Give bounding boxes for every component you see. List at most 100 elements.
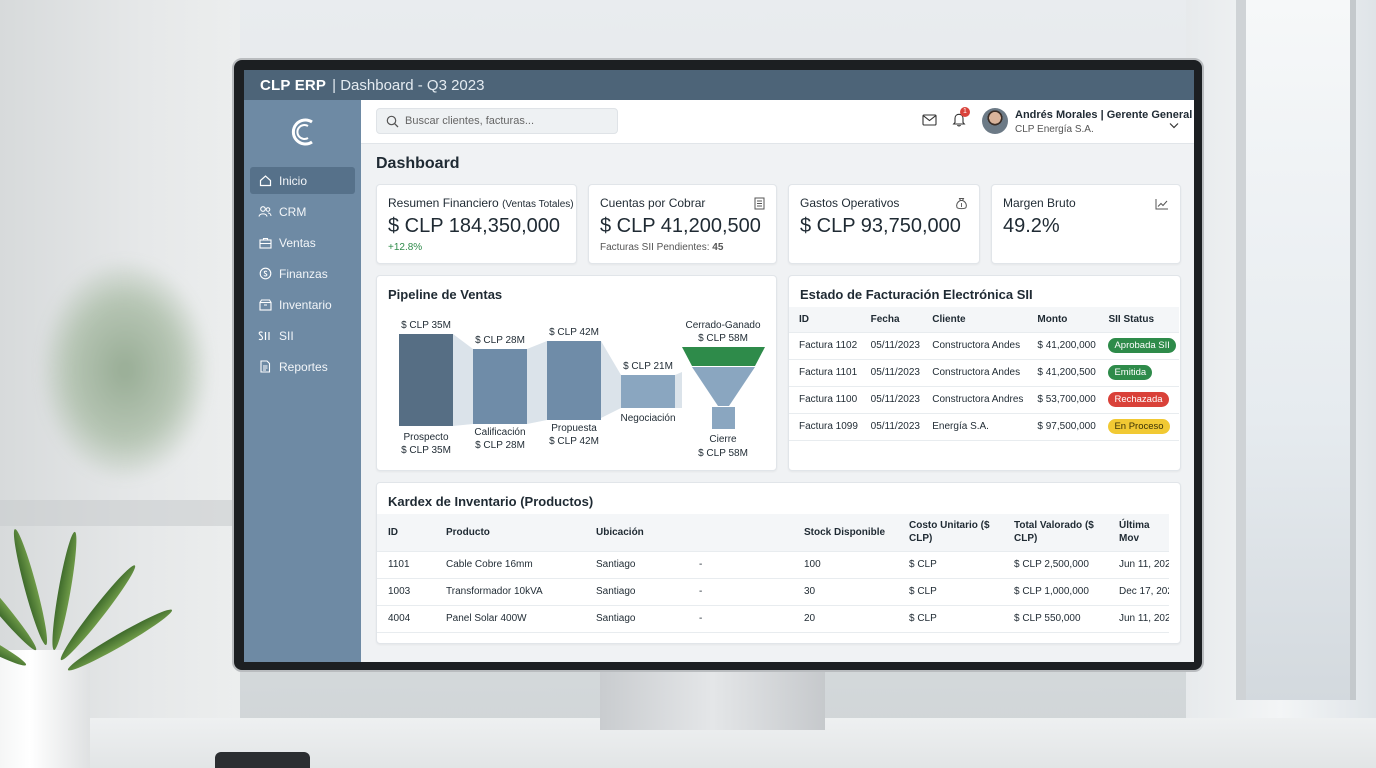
- cell-stock: 20: [793, 605, 898, 633]
- report-icon: [258, 360, 272, 374]
- sidebar-item-inicio[interactable]: Inicio: [250, 167, 355, 194]
- cell-ultima-mov: Jun 11, 202: [1108, 605, 1169, 633]
- table-row[interactable]: 4004 Panel Solar 400W Santiago - 20 $ CL…: [377, 605, 1169, 633]
- cell-total: $ CLP 550,000: [1003, 605, 1108, 633]
- sii-invoices-card: Estado de Facturación Electrónica SII ID…: [788, 275, 1181, 471]
- column-header[interactable]: Ubicación: [585, 514, 688, 552]
- cell-monto: $ 53,700,000: [1027, 386, 1099, 414]
- connector-4: [675, 372, 682, 408]
- kpi-card-cuentas-por-cobrar: Cuentas por Cobrar $ CLP 41,200,500 Fact…: [588, 184, 777, 264]
- background-window: [1236, 0, 1356, 700]
- table-row[interactable]: Factura 1102 05/11/2023 Constructora And…: [789, 332, 1179, 360]
- column-header[interactable]: SII Status: [1098, 307, 1179, 333]
- chevron-down-icon[interactable]: [1169, 116, 1179, 134]
- main-content: 1 Andrés Morales | Gerente General CLP E…: [361, 100, 1194, 662]
- stage-bar-propuesta[interactable]: [547, 341, 601, 420]
- cell-total: $ CLP 2,500,000: [1003, 551, 1108, 579]
- stage-value: $ CLP 58M: [698, 448, 748, 459]
- notifications-bell-icon[interactable]: 1: [952, 107, 970, 132]
- sidebar-item-label: CRM: [279, 204, 307, 219]
- search-input[interactable]: [405, 115, 605, 127]
- kpi-value: $ CLP 41,200,500: [600, 215, 761, 237]
- cell-ubicacion: Santiago: [585, 551, 688, 579]
- stage-funnel-cierre[interactable]: [712, 407, 735, 429]
- column-header[interactable]: Última Mov: [1108, 514, 1169, 552]
- cell-id: 1003: [377, 578, 435, 606]
- column-header[interactable]: Producto: [435, 514, 585, 552]
- column-header[interactable]: Stock Disponible: [793, 514, 898, 552]
- stage-value-top: $ CLP 21M: [623, 361, 673, 372]
- stage-funnel-won[interactable]: [682, 347, 765, 366]
- cell-extra: -: [688, 605, 793, 633]
- stage-name: Cerrado-Ganado: [685, 320, 760, 331]
- home-icon: [258, 174, 272, 188]
- column-header[interactable]: Cliente: [922, 307, 1028, 333]
- mail-icon[interactable]: [922, 113, 937, 131]
- sidebar-item-inventario[interactable]: Inventario: [250, 291, 355, 318]
- stage-bar-prospecto[interactable]: [399, 334, 453, 426]
- search-box[interactable]: [376, 108, 618, 134]
- stage-name: Prospecto: [403, 432, 448, 443]
- stage-bar-calificacion[interactable]: [473, 349, 527, 424]
- sidebar-item-reportes[interactable]: Reportes: [250, 353, 355, 380]
- stage-value-top: $ CLP 42M: [549, 327, 599, 338]
- top-bar: 1 Andrés Morales | Gerente General CLP E…: [361, 100, 1194, 144]
- kpi-growth: +12.8%: [388, 242, 423, 253]
- cell-cliente: Constructora Andres: [922, 386, 1028, 414]
- sii-icon: [258, 329, 272, 343]
- sidebar-item-finanzas[interactable]: Finanzas: [250, 260, 355, 287]
- pipeline-title: Pipeline de Ventas: [388, 287, 503, 302]
- sidebar-item-label: Reportes: [279, 359, 328, 374]
- pending-invoices-count: 45: [712, 242, 724, 253]
- column-header[interactable]: ID: [789, 307, 861, 333]
- table-row[interactable]: Factura 1101 05/11/2023 Constructora And…: [789, 359, 1179, 387]
- kpi-value: $ CLP 184,350,000: [388, 215, 561, 237]
- stage-value: $ CLP 28M: [475, 440, 525, 451]
- cell-fecha: 05/11/2023: [860, 332, 923, 360]
- table-row[interactable]: 1003 Transformador 10kVA Santiago - 30 $…: [377, 578, 1169, 606]
- column-header[interactable]: Fecha: [860, 307, 923, 333]
- cell-total: $ CLP 1,000,000: [1003, 578, 1108, 606]
- cell-monto: $ 97,500,000: [1027, 413, 1099, 441]
- cell-producto: Panel Solar 400W: [435, 605, 585, 633]
- stage-name: Calificación: [474, 427, 525, 438]
- cell-id: Factura 1100: [789, 386, 861, 414]
- box-icon: [258, 298, 272, 312]
- cell-ultima-mov: Dec 17, 202: [1108, 578, 1169, 606]
- cell-fecha: 05/11/2023: [860, 413, 923, 441]
- sidebar-item-sii[interactable]: SII: [250, 322, 355, 349]
- avatar[interactable]: [982, 108, 1008, 134]
- title-bar: CLP ERP | Dashboard - Q3 2023: [244, 70, 1194, 100]
- kpi-title-suffix: (Ventas Totales): [502, 199, 574, 210]
- table-header-row: ID Fecha Cliente Monto SII Status: [789, 307, 1179, 333]
- column-header[interactable]: ID: [377, 514, 435, 552]
- stage-funnel-middle[interactable]: [692, 367, 755, 406]
- page-title: Dashboard: [376, 155, 460, 172]
- cell-id: Factura 1101: [789, 359, 861, 387]
- cell-status: En Proceso: [1098, 413, 1179, 441]
- table-row[interactable]: Factura 1099 05/11/2023 Energía S.A. $ 9…: [789, 413, 1179, 441]
- kardex-card: Kardex de Inventario (Productos) ID Prod…: [376, 482, 1181, 644]
- kpi-card-gastos-operativos: Gastos Operativos $ CLP 93,750,000: [788, 184, 980, 264]
- money-bag-icon: [955, 197, 968, 215]
- kpi-title: Cuentas por Cobrar: [600, 196, 706, 210]
- column-header[interactable]: Costo Unitario ($ CLP): [898, 514, 1003, 552]
- stage-bar-negociacion[interactable]: [621, 375, 675, 408]
- users-icon: [258, 205, 272, 219]
- sidebar-item-ventas[interactable]: Ventas: [250, 229, 355, 256]
- kpi-title-text: Resumen Financiero: [388, 196, 499, 210]
- cell-cliente: Constructora Andes: [922, 332, 1028, 360]
- table-row[interactable]: 1101 Cable Cobre 16mm Santiago - 100 $ C…: [377, 551, 1169, 579]
- logo-icon: [291, 118, 313, 146]
- table-row[interactable]: Factura 1100 05/11/2023 Constructora And…: [789, 386, 1179, 414]
- sidebar-item-crm[interactable]: CRM: [250, 198, 355, 225]
- cell-stock: 30: [793, 578, 898, 606]
- connector-1: [453, 334, 473, 426]
- sidebar-item-label: Inicio: [279, 173, 308, 188]
- kpi-value: 49.2%: [1003, 215, 1060, 237]
- column-header[interactable]: Total Valorado ($ CLP): [1003, 514, 1108, 552]
- cell-id: 1101: [377, 551, 435, 579]
- status-badge: Aprobada SII: [1108, 338, 1176, 353]
- company-logo: [244, 108, 361, 156]
- column-header[interactable]: Monto: [1027, 307, 1099, 333]
